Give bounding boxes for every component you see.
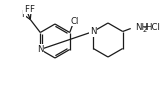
Text: N: N bbox=[37, 45, 44, 54]
Text: F: F bbox=[24, 5, 29, 14]
Text: NH: NH bbox=[135, 23, 148, 32]
Text: F: F bbox=[29, 5, 34, 14]
Text: Cl: Cl bbox=[70, 17, 79, 26]
Text: 2: 2 bbox=[142, 26, 147, 33]
Text: N: N bbox=[90, 27, 97, 36]
Text: HCl: HCl bbox=[145, 23, 160, 32]
Text: F: F bbox=[21, 10, 26, 19]
